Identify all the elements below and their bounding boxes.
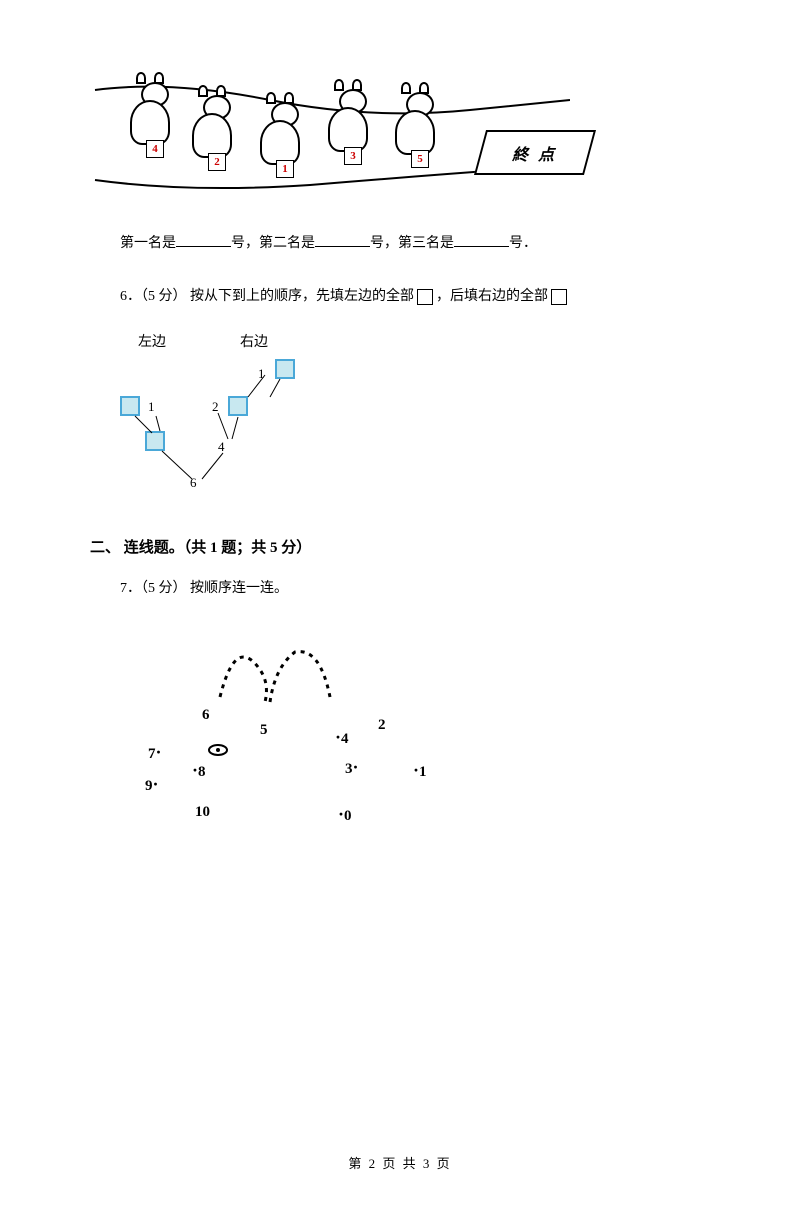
dot-3: 3· (345, 757, 359, 778)
q5-part4: 号． (509, 236, 537, 251)
section-2-header: 二、 连线题。（共 1 题；共 5 分） (90, 536, 710, 557)
dot-2: 2 (378, 717, 386, 734)
dot-10: 10 (195, 804, 210, 821)
question-5-text: 第一名是 号，第二名是 号，第三名是 号． (120, 230, 710, 258)
q5-part3: 号，第三名是 (370, 236, 454, 251)
animal-4: 4 (130, 100, 180, 170)
animal-2: 2 (192, 113, 242, 183)
dot-7: 7· (148, 742, 162, 763)
finish-char-2: 点 (537, 141, 559, 165)
page-footer: 第 2 页 共 3 页 (0, 1153, 800, 1172)
race-illustration: 4 2 1 3 5 終 点 (110, 85, 530, 205)
animal-1: 1 (260, 120, 310, 190)
finish-banner: 終 点 (474, 130, 596, 175)
blank-1[interactable] (176, 246, 231, 247)
box-icon-2 (551, 289, 567, 305)
animal-5: 5 (395, 110, 445, 180)
q6-middle: ，后填右边的全部 (436, 289, 548, 304)
q6-prefix: 6．（5 分） 按从下到上的顺序，先填左边的全部 (120, 289, 414, 304)
animal-3: 3 (328, 107, 378, 177)
dot-8: ·8 (192, 760, 206, 781)
box-icon-1 (417, 289, 433, 305)
dot-4: ·4 (335, 727, 349, 748)
connect-dots: 6 5 ·4 2 7· ·8 3· ·1 9· 10 ·0 (120, 622, 450, 832)
dot-1: ·1 (413, 760, 427, 781)
blank-3[interactable] (454, 246, 509, 247)
q5-part2: 号，第二名是 (231, 236, 315, 251)
dot-0: ·0 (338, 804, 352, 825)
q5-part1: 第一名是 (120, 236, 176, 251)
dot-5: 5 (260, 722, 268, 739)
dot-9: 9· (145, 774, 159, 795)
dot-6: 6 (202, 707, 210, 724)
blank-2[interactable] (315, 246, 370, 247)
tree-diagram: 左边 右边 1 1 2 4 6 (120, 331, 320, 506)
question-6-text: 6．（5 分） 按从下到上的顺序，先填左边的全部 ，后填右边的全部 (120, 283, 710, 311)
question-7-text: 7．（5 分） 按顺序连一连。 (120, 577, 710, 597)
finish-char-1: 終 (511, 141, 533, 165)
